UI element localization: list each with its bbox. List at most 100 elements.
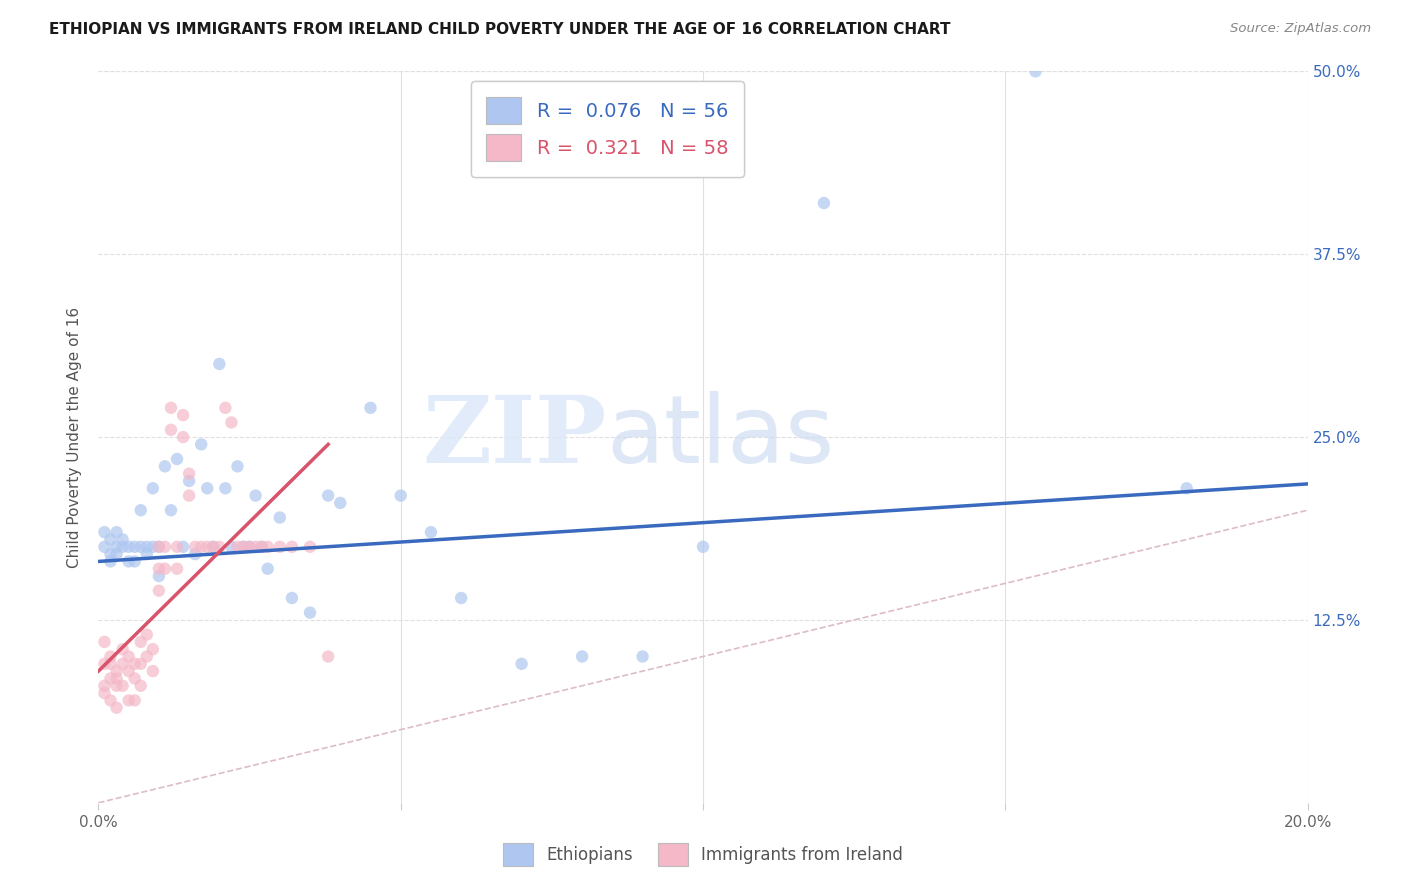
Point [124,540,146,554]
Point [100,649,122,664]
Point [124,693,146,707]
Point [250,540,273,554]
Point [245,489,267,503]
Point [93,525,115,540]
Point [135,627,157,641]
Point [420,525,443,540]
Point [179,474,201,488]
Point [105,700,128,714]
Point [93,679,115,693]
Point [221,416,243,430]
Point [195,540,218,554]
Point [148,562,170,576]
Point [153,459,176,474]
Point [142,664,165,678]
Point [111,679,134,693]
Point [129,679,152,693]
Point [105,672,128,686]
Text: Source: ZipAtlas.com: Source: ZipAtlas.com [1230,22,1371,36]
Point [281,540,304,554]
Point [142,481,165,495]
Point [105,547,128,561]
Point [148,540,170,554]
Point [208,357,231,371]
Point [389,489,412,503]
Point [124,657,146,671]
Point [129,635,152,649]
Text: atlas: atlas [606,391,835,483]
Text: ETHIOPIAN VS IMMIGRANTS FROM IRELAND CHILD POVERTY UNDER THE AGE OF 16 CORRELATI: ETHIOPIAN VS IMMIGRANTS FROM IRELAND CHI… [49,22,950,37]
Y-axis label: Child Poverty Under the Age of 16: Child Poverty Under the Age of 16 [67,307,83,567]
Point [142,642,165,657]
Point [118,693,141,707]
Point [148,569,170,583]
Point [142,540,165,554]
Point [250,540,273,554]
Point [129,657,152,671]
Point [129,540,152,554]
Point [190,437,212,451]
Point [256,562,278,576]
Point [111,642,134,657]
Point [571,649,593,664]
Point [105,525,128,540]
Point [153,562,176,576]
Point [214,481,236,495]
Point [166,452,188,467]
Point [100,672,122,686]
Point [1024,64,1046,78]
Point [245,540,267,554]
Point [111,533,134,547]
Point [360,401,382,415]
Point [111,540,134,554]
Point [202,540,225,554]
Point [239,540,262,554]
Point [214,401,236,415]
Point [510,657,533,671]
Point [118,649,141,664]
Point [129,503,152,517]
Point [135,540,157,554]
Point [221,540,243,554]
Point [93,686,115,700]
Point [269,510,291,524]
Point [269,540,291,554]
Point [202,540,225,554]
Point [692,540,714,554]
Point [226,540,249,554]
Point [153,540,176,554]
Point [172,540,194,554]
Text: ZIP: ZIP [422,392,606,482]
Point [124,554,146,568]
Point [179,467,201,481]
Point [184,540,207,554]
Point [631,649,654,664]
Point [100,547,122,561]
Legend: Ethiopians, Immigrants from Ireland: Ethiopians, Immigrants from Ireland [495,835,911,875]
Point [160,423,183,437]
Point [100,554,122,568]
Point [118,664,141,678]
Point [100,657,122,671]
Legend: R =  0.076   N = 56, R =  0.321   N = 58: R = 0.076 N = 56, R = 0.321 N = 58 [471,81,744,177]
Point [93,540,115,554]
Point [100,533,122,547]
Point [148,540,170,554]
Point [93,657,115,671]
Point [105,540,128,554]
Point [100,693,122,707]
Point [105,664,128,678]
Point [124,672,146,686]
Point [111,657,134,671]
Point [195,481,218,495]
Point [1175,481,1198,495]
Point [316,489,339,503]
Point [135,649,157,664]
Point [299,540,322,554]
Point [184,547,207,561]
Point [160,503,183,517]
Point [256,540,278,554]
Point [208,540,231,554]
Point [329,496,352,510]
Point [135,547,157,561]
